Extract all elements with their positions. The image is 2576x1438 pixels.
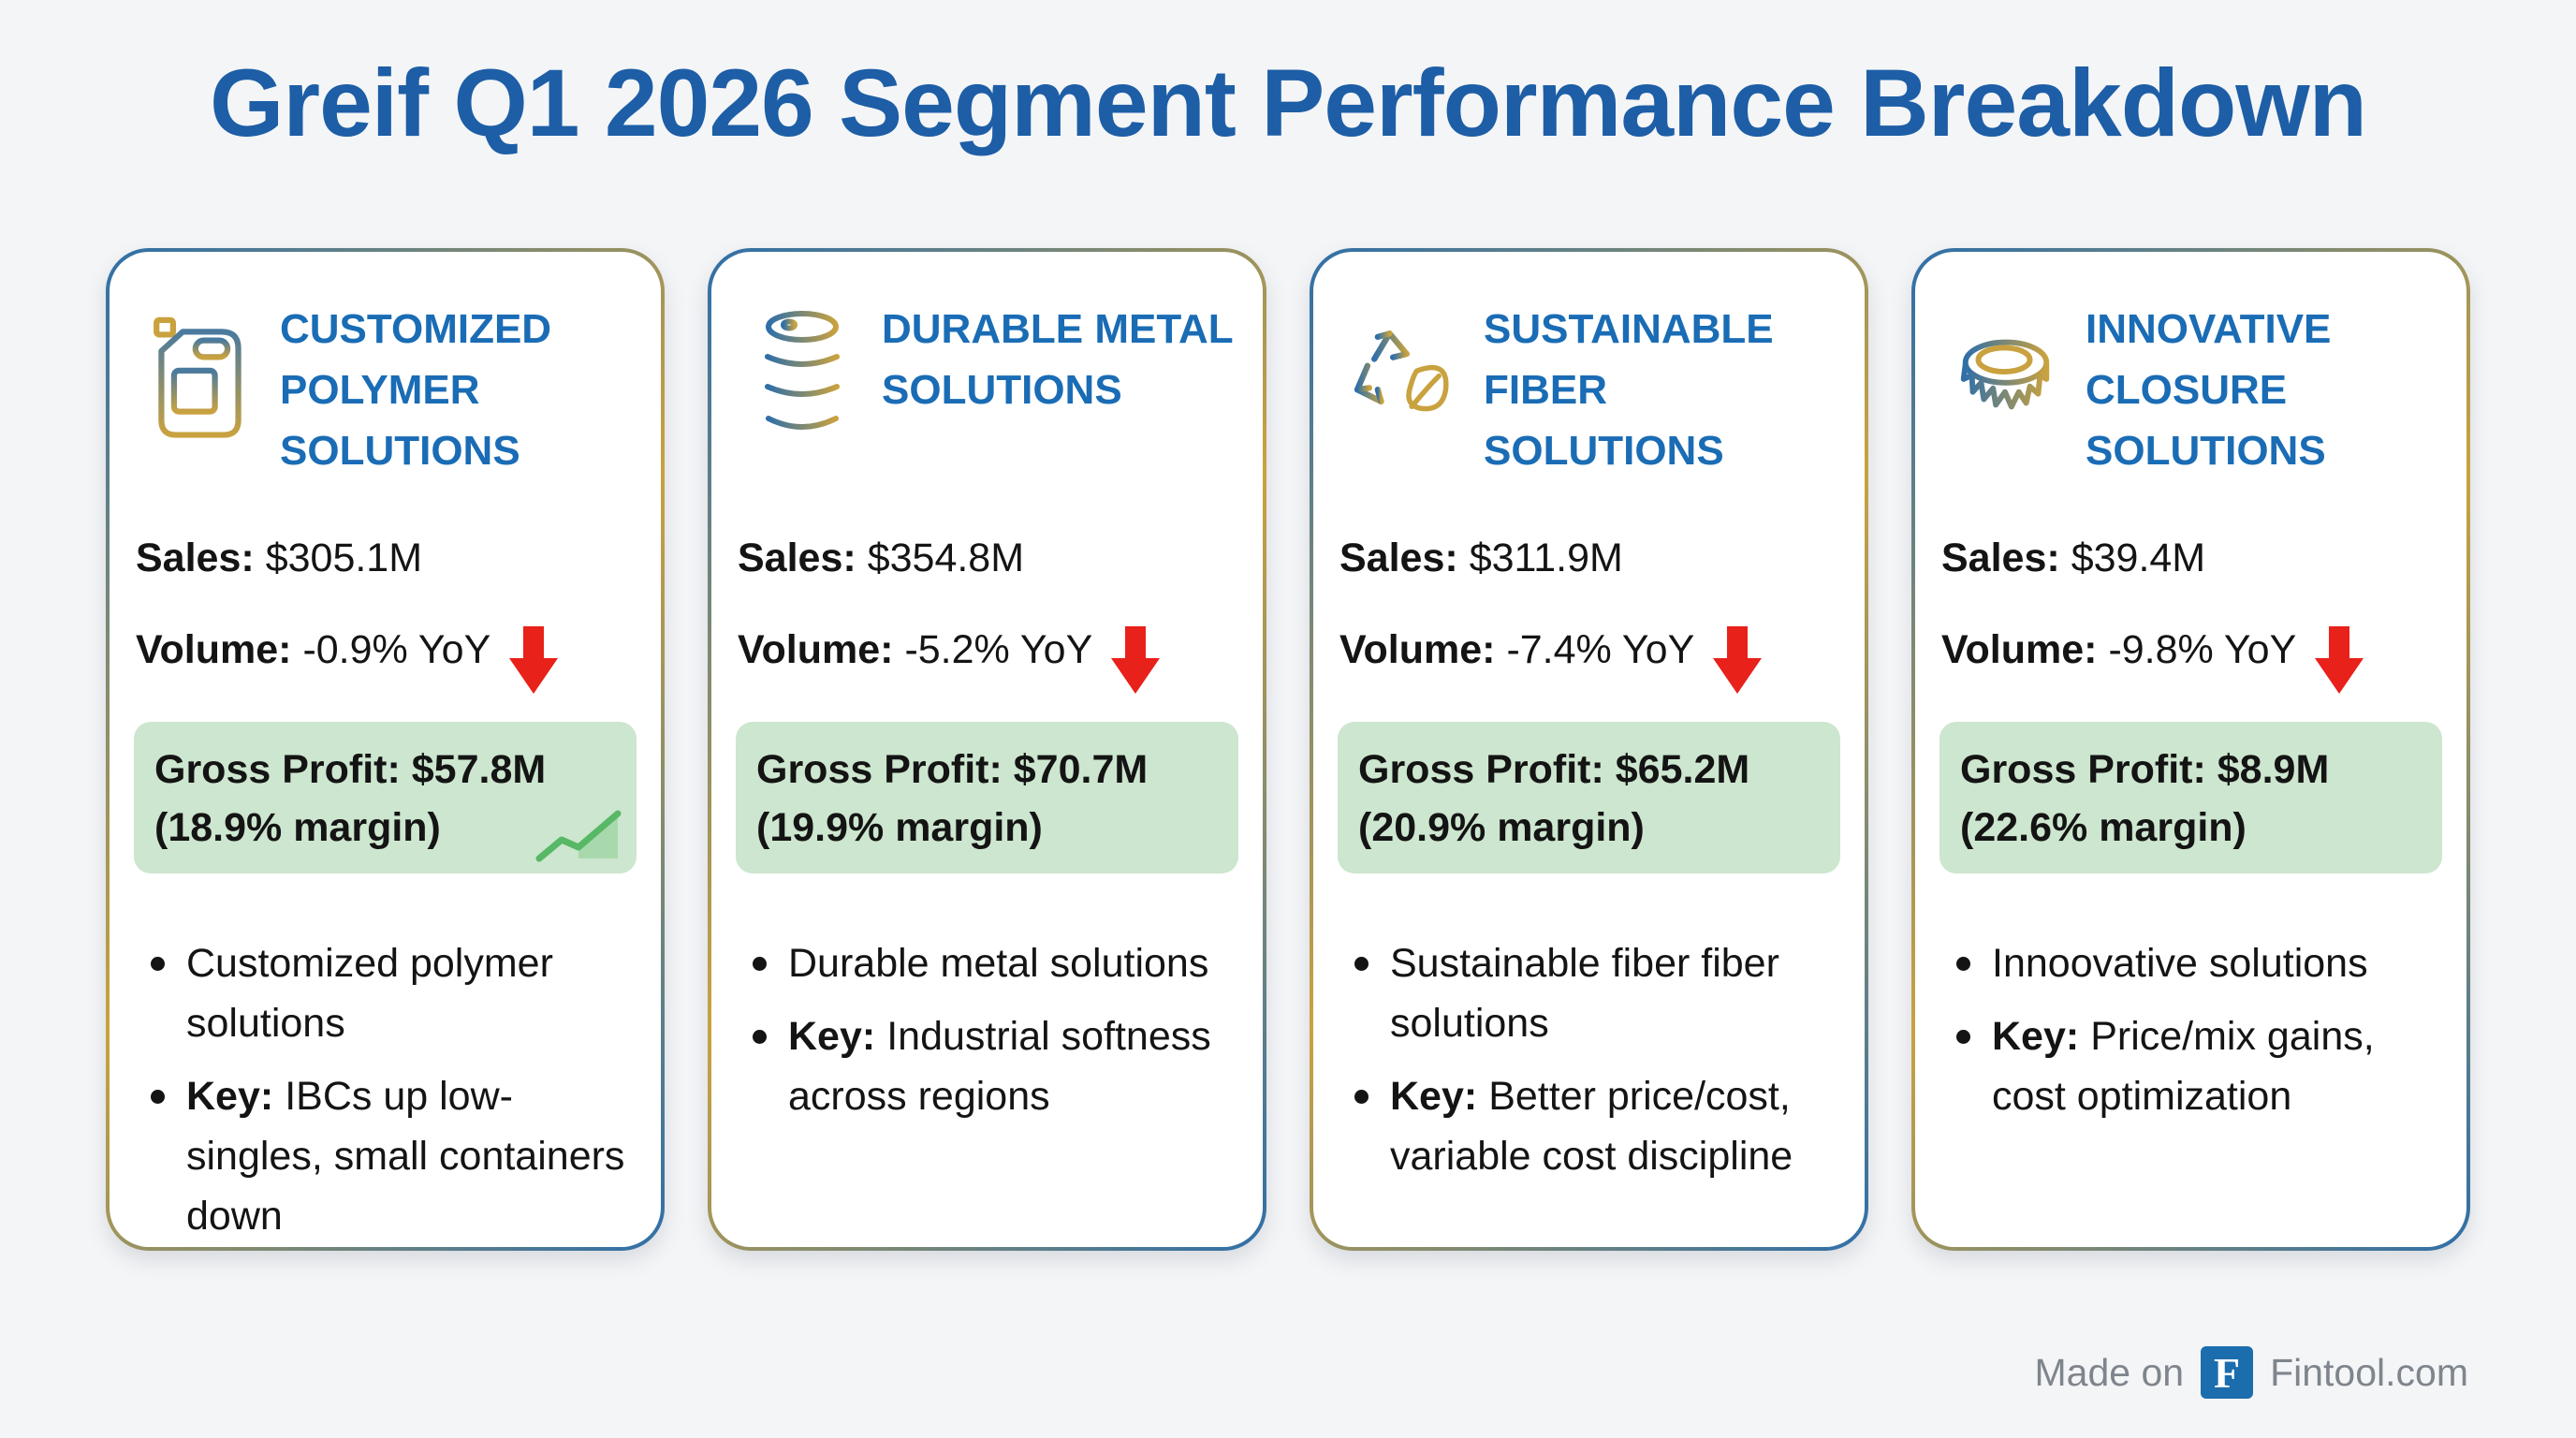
card-body: DURABLE METAL SOLUTIONS Sales: $354.8M Vo… [711,252,1263,1247]
bullet-item: Key: Better price/cost, variable cost dis… [1338,1066,1840,1186]
volume-label: Volume: [1339,627,1496,672]
gross-profit-margin: (18.9% margin) [154,805,441,850]
bullet-text: Industrial softness across regions [788,1014,1211,1119]
bullet-list: Sustainable fiber fiber solutions Key: Be… [1338,933,1840,1186]
segment-card-polymer: CUSTOMIZED POLYMER SOLUTIONS Sales: $305.… [106,248,665,1251]
volume-stat: Volume: -0.9% YoY [134,623,637,696]
gross-profit-value: Gross Profit: $65.2M [1358,747,1750,792]
sales-value: $305.1M [265,536,423,580]
gross-profit-margin: (20.9% margin) [1358,805,1645,850]
card-title: CUSTOMIZED POLYMER SOLUTIONS [280,306,552,474]
bullet-list: Durable metal solutions Key: Industrial s… [736,933,1238,1126]
barrel-icon [747,299,857,447]
card-header: INNOVATIVE CLOSURE SOLUTIONS [1939,299,2442,497]
card-header: SUSTAINABLE FIBER SOLUTIONS [1338,299,1840,497]
bullet-text: Price/mix gains, cost optimization [1992,1014,2375,1119]
gross-profit-margin: (19.9% margin) [756,805,1043,850]
trend-up-icon [535,810,622,862]
gross-profit-margin: (22.6% margin) [1960,805,2247,850]
sales-stat: Sales: $305.1M [134,531,637,585]
sales-value: $39.4M [2071,536,2206,580]
gross-profit-value: Gross Profit: $57.8M [154,747,547,792]
sales-label: Sales: [738,536,856,580]
volume-stat: Volume: -5.2% YoY [736,623,1238,696]
bullet-item: Sustainable fiber fiber solutions [1338,933,1840,1053]
down-arrow-icon [1111,626,1161,694]
volume-value: -9.8% YoY [2108,627,2297,672]
down-arrow-icon [509,626,559,694]
bullet-text: Innoovative solutions [1992,941,2368,986]
sales-value: $311.9M [1469,536,1623,580]
recycle-leaf-icon [1349,299,1459,447]
gross-profit-box: Gross Profit: $8.9M (22.6% margin) [1939,722,2442,873]
volume-label: Volume: [738,627,894,672]
bullet-text: IBCs up low-singles, small containers do… [186,1074,625,1239]
bullet-text: Customized polymer solutions [186,941,553,1046]
sales-label: Sales: [1941,536,2060,580]
bullet-item: Key: IBCs up low-singles, small container… [134,1066,637,1246]
bullet-item: Key: Price/mix gains, cost optimization [1939,1006,2442,1126]
card-title: DURABLE METAL SOLUTIONS [882,306,1233,413]
volume-stat: Volume: -9.8% YoY [1939,623,2442,696]
volume-value: -7.4% YoY [1506,627,1695,672]
segment-card-closure: INNOVATIVE CLOSURE SOLUTIONS Sales: $39.4… [1911,248,2470,1251]
sales-stat: Sales: $354.8M [736,531,1238,585]
bullet-prefix: Key: [788,1014,876,1059]
card-title: INNOVATIVE CLOSURE SOLUTIONS [2086,306,2332,474]
made-on-label: Made on [2034,1350,2185,1394]
card-header: CUSTOMIZED POLYMER SOLUTIONS [134,299,637,497]
bullet-list: Customized polymer solutions Key: IBCs up… [134,933,637,1246]
volume-label: Volume: [1941,627,2098,672]
sales-stat: Sales: $311.9M [1338,531,1840,585]
footer-attribution: Made on F Fintool.com [2035,1346,2468,1399]
segment-card-metal: DURABLE METAL SOLUTIONS Sales: $354.8M Vo… [708,248,1266,1251]
bullet-text: Better price/cost, variable cost discipl… [1390,1074,1793,1179]
gross-profit-box: Gross Profit: $57.8M (18.9% margin) [134,722,637,873]
down-arrow-icon [2315,626,2364,694]
bullet-prefix: Key: [186,1074,274,1119]
gross-profit-box: Gross Profit: $70.7M (19.9% margin) [736,722,1238,873]
bullet-item: Durable metal solutions [736,933,1238,993]
gross-profit-value: Gross Profit: $8.9M [1960,747,2330,792]
bullet-list: Innoovative solutions Key: Price/mix gain… [1939,933,2442,1126]
down-arrow-icon [1713,626,1763,694]
bullet-item: Customized polymer solutions [134,933,637,1053]
card-title: SUSTAINABLE FIBER SOLUTIONS [1484,306,1774,474]
volume-value: -0.9% YoY [302,627,491,672]
gross-profit-box: Gross Profit: $65.2M (20.9% margin) [1338,722,1840,873]
segment-cards-row: CUSTOMIZED POLYMER SOLUTIONS Sales: $305.… [0,248,2576,1251]
card-body: SUSTAINABLE FIBER SOLUTIONS Sales: $311.9… [1313,252,1865,1247]
bullet-item: Innoovative solutions [1939,933,2442,993]
bullet-prefix: Key: [1992,1014,2080,1059]
bullet-text: Sustainable fiber fiber solutions [1390,941,1779,1046]
gross-profit-value: Gross Profit: $70.7M [756,747,1149,792]
bullet-prefix: Key: [1390,1074,1478,1119]
sales-value: $354.8M [867,536,1025,580]
fintool-site-label: Fintool.com [2270,1350,2468,1394]
segment-card-fiber: SUSTAINABLE FIBER SOLUTIONS Sales: $311.9… [1310,248,1868,1251]
fintool-logo-icon: F [2201,1346,2254,1399]
bullet-text: Durable metal solutions [788,941,1209,986]
sales-label: Sales: [136,536,255,580]
page-title: Greif Q1 2026 Segment Performance Breakd… [210,50,2367,156]
sales-label: Sales: [1339,536,1458,580]
card-body: CUSTOMIZED POLYMER SOLUTIONS Sales: $305.… [110,252,661,1247]
volume-stat: Volume: -7.4% YoY [1338,623,1840,696]
card-body: INNOVATIVE CLOSURE SOLUTIONS Sales: $39.4… [1915,252,2466,1247]
bullet-item: Key: Industrial softness across regions [736,1006,1238,1126]
volume-value: -5.2% YoY [904,627,1093,672]
card-header: DURABLE METAL SOLUTIONS [736,299,1238,497]
bottle-cap-icon [1951,299,2061,447]
volume-label: Volume: [136,627,292,672]
sales-stat: Sales: $39.4M [1939,531,2442,585]
jerrycan-icon [145,299,256,447]
